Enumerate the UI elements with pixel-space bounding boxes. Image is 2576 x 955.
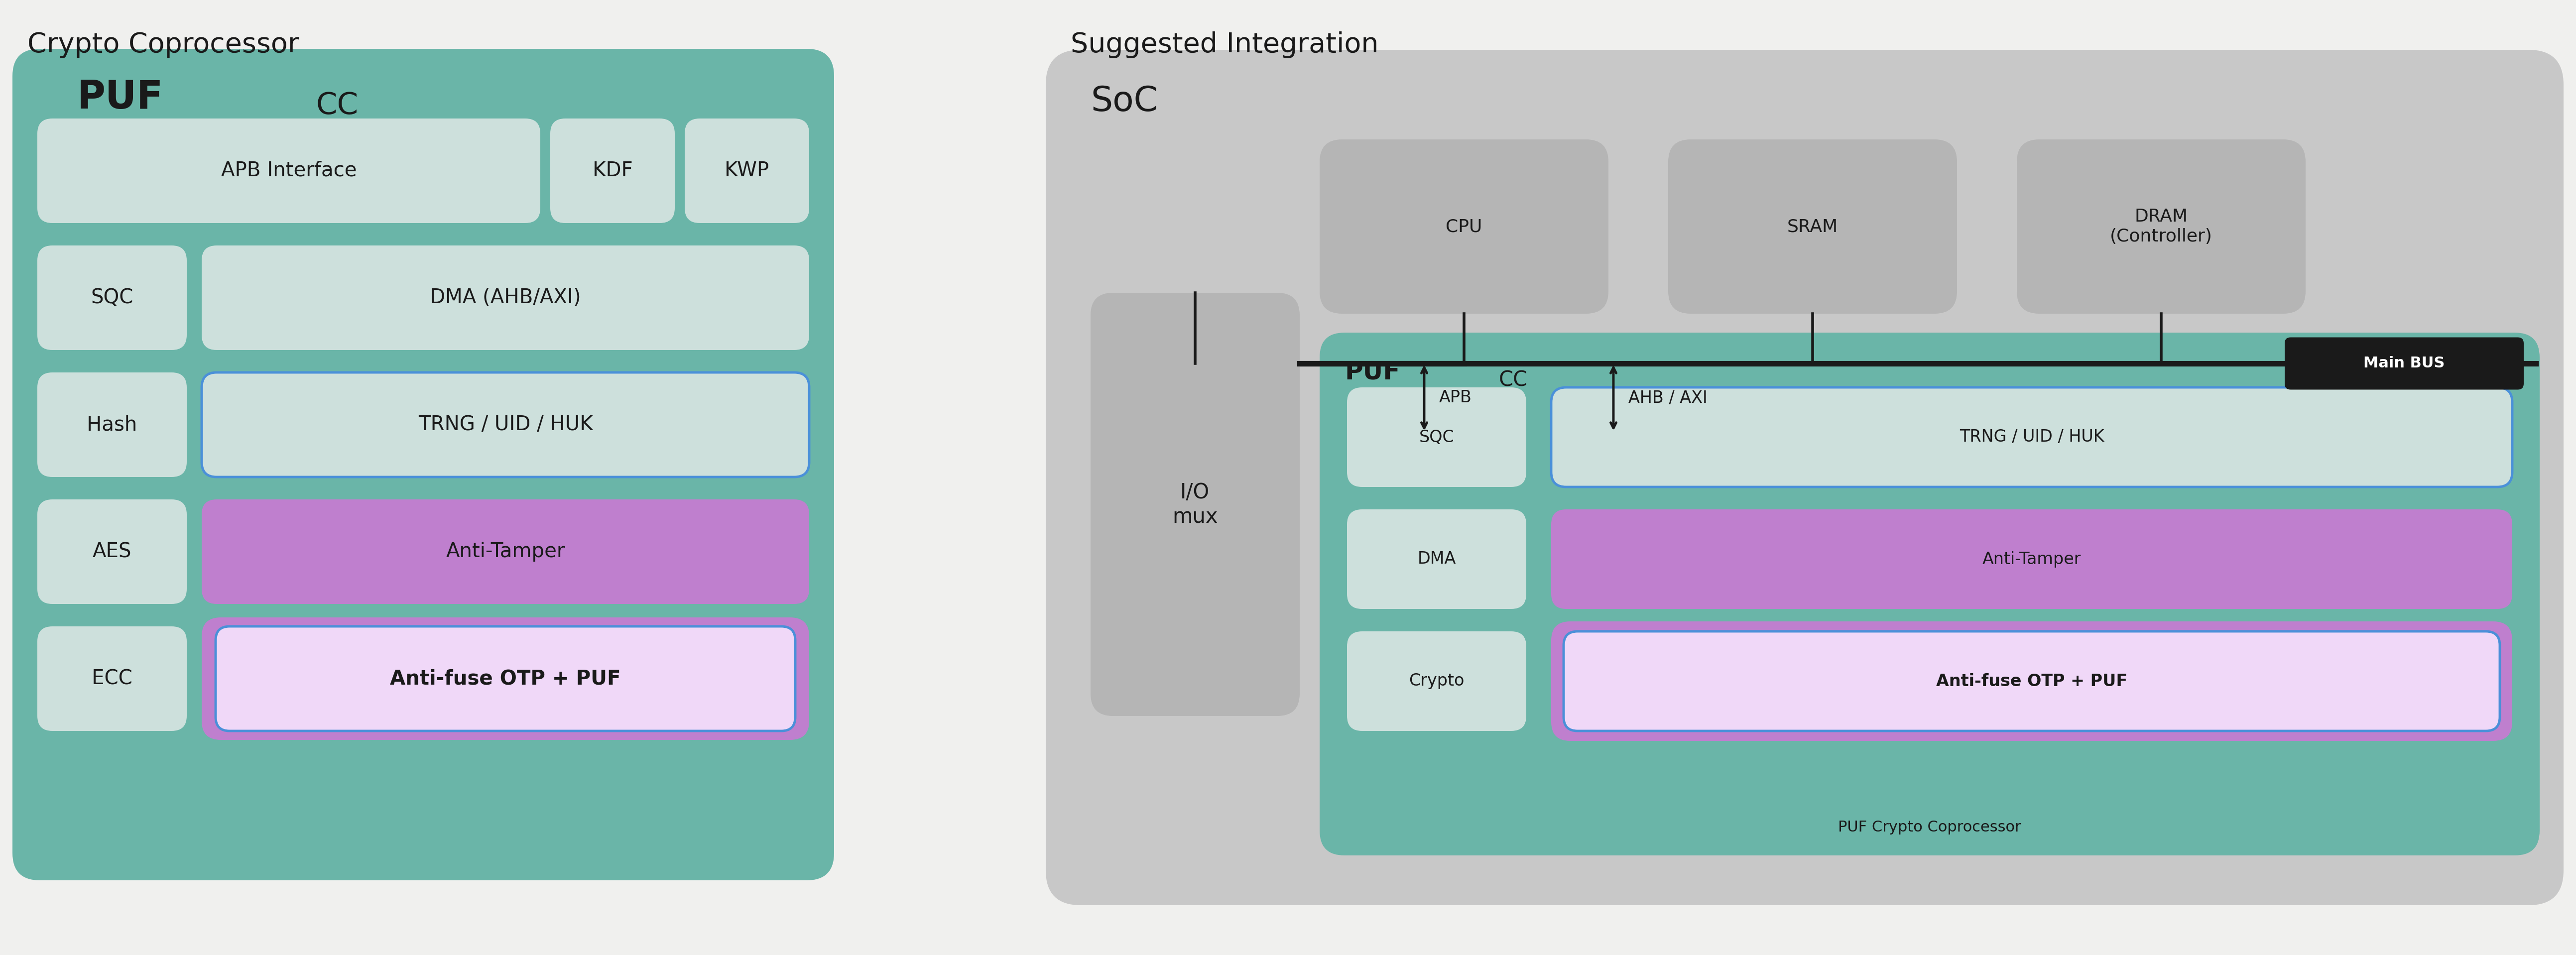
Text: DRAM
(Controller): DRAM (Controller) (2110, 208, 2213, 244)
Text: ECC: ECC (93, 668, 131, 689)
FancyBboxPatch shape (36, 626, 185, 731)
FancyBboxPatch shape (36, 118, 541, 223)
FancyBboxPatch shape (2017, 139, 2306, 313)
Text: CPU: CPU (1445, 218, 1481, 235)
FancyBboxPatch shape (201, 499, 809, 604)
FancyBboxPatch shape (685, 118, 809, 223)
FancyBboxPatch shape (1347, 631, 1525, 731)
Text: TRNG / UID / HUK: TRNG / UID / HUK (1960, 429, 2105, 445)
Text: PUF: PUF (1345, 360, 1399, 384)
Text: SQC: SQC (1419, 429, 1455, 445)
FancyBboxPatch shape (13, 49, 835, 881)
Text: CC: CC (317, 91, 358, 120)
FancyBboxPatch shape (36, 372, 185, 477)
Text: DMA (AHB/AXI): DMA (AHB/AXI) (430, 287, 582, 308)
Text: CC: CC (1499, 370, 1528, 391)
FancyBboxPatch shape (201, 245, 809, 350)
FancyBboxPatch shape (1319, 139, 1607, 313)
Text: Hash: Hash (88, 414, 137, 435)
FancyBboxPatch shape (201, 372, 809, 477)
Text: PUF Crypto Coprocessor: PUF Crypto Coprocessor (1839, 820, 2022, 835)
FancyBboxPatch shape (2285, 337, 2524, 390)
Text: Anti-fuse OTP + PUF: Anti-fuse OTP + PUF (1937, 673, 2128, 690)
Text: I/O
mux: I/O mux (1172, 482, 1218, 527)
FancyBboxPatch shape (1551, 622, 2512, 741)
Text: APB: APB (1440, 390, 1471, 406)
Text: DMA: DMA (1417, 551, 1455, 567)
Text: Anti-Tamper: Anti-Tamper (446, 541, 564, 562)
Text: Anti-Tamper: Anti-Tamper (1984, 551, 2081, 567)
Text: Crypto: Crypto (1409, 673, 1463, 690)
FancyBboxPatch shape (36, 245, 185, 350)
Text: PUF: PUF (77, 78, 162, 117)
Text: KWP: KWP (724, 160, 770, 180)
Text: TRNG / UID / HUK: TRNG / UID / HUK (417, 414, 592, 435)
Text: Suggested Integration: Suggested Integration (1072, 32, 1378, 58)
Text: KDF: KDF (592, 160, 634, 180)
FancyBboxPatch shape (1090, 293, 1301, 716)
FancyBboxPatch shape (1347, 388, 1525, 487)
FancyBboxPatch shape (201, 618, 809, 740)
FancyBboxPatch shape (1319, 332, 2540, 856)
Text: SRAM: SRAM (1788, 218, 1839, 235)
Text: Crypto Coprocessor: Crypto Coprocessor (28, 32, 299, 58)
FancyBboxPatch shape (1564, 631, 2499, 731)
Text: AHB / AXI: AHB / AXI (1628, 390, 1708, 406)
FancyBboxPatch shape (1551, 509, 2512, 609)
Text: SoC: SoC (1090, 85, 1157, 118)
FancyBboxPatch shape (551, 118, 675, 223)
FancyBboxPatch shape (216, 626, 796, 731)
FancyBboxPatch shape (1046, 50, 2563, 905)
Text: Main BUS: Main BUS (2365, 356, 2445, 371)
FancyBboxPatch shape (1347, 509, 1525, 609)
Text: Anti-fuse OTP + PUF: Anti-fuse OTP + PUF (389, 668, 621, 689)
Text: AES: AES (93, 541, 131, 562)
FancyBboxPatch shape (1551, 388, 2512, 487)
FancyBboxPatch shape (1669, 139, 1958, 313)
Text: APB Interface: APB Interface (222, 160, 355, 180)
FancyBboxPatch shape (36, 499, 185, 604)
Text: SQC: SQC (90, 287, 134, 308)
